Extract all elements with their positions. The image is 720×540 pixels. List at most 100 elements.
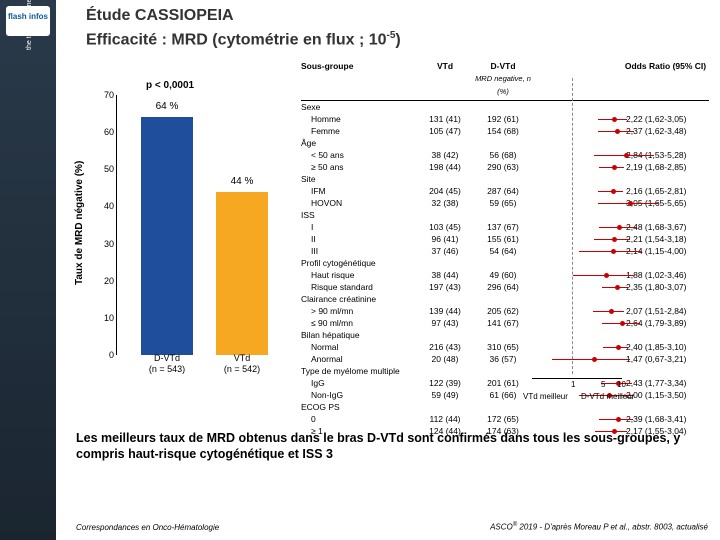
row-dvtd: 155 (61)	[474, 233, 532, 245]
conclusion: Les meilleurs taux de MRD obtenus dans l…	[76, 430, 706, 462]
table-row: ≤ 90 ml/mn97 (43)141 (67)2,64 (1,79-3,89…	[301, 317, 709, 329]
table-row: ISS	[301, 209, 709, 221]
or-marker	[612, 237, 617, 242]
bar: 64 %	[141, 117, 193, 355]
main: Étude CASSIOPEIA Efficacité : MRD (cytom…	[56, 0, 720, 540]
title-line2b: )	[395, 31, 400, 48]
table-row: ≥ 50 ans198 (44)290 (63)2,19 (1,68-2,85)	[301, 161, 709, 173]
row-vtd: 38 (42)	[416, 149, 474, 161]
title-line1: Étude CASSIOPEIA	[86, 7, 234, 24]
row-forest	[532, 269, 622, 281]
p-value: p < 0,0001	[146, 80, 194, 91]
row-vtd: 20 (48)	[416, 353, 474, 365]
row-forest	[532, 221, 622, 233]
forest-null-line	[572, 78, 573, 374]
row-label: Haut risque	[301, 269, 416, 281]
row-or: 2,37 (1,62-3,48)	[622, 125, 709, 137]
row-label: HOVON	[301, 197, 416, 209]
or-marker	[592, 357, 597, 362]
or-marker	[616, 345, 621, 350]
table-row: Femme105 (47)154 (68)2,37 (1,62-3,48)	[301, 125, 709, 137]
row-label: ≥ 50 ans	[301, 161, 416, 173]
th-or: Odds Ratio (95% CI)	[622, 60, 709, 98]
row-forest	[532, 341, 622, 353]
th-vtd: VTd	[416, 60, 474, 98]
row-label: Homme	[301, 113, 416, 125]
row-or: 2,35 (1,80-3,07)	[622, 281, 709, 293]
table-row: < 50 ans38 (42)56 (68)2,84 (1,53-5,28)	[301, 149, 709, 161]
row-forest	[532, 113, 622, 125]
row-forest	[532, 149, 622, 161]
row-vtd: 216 (43)	[416, 341, 474, 353]
table-row: Âge	[301, 137, 709, 149]
or-marker	[612, 165, 617, 170]
row-category: Site	[301, 173, 416, 185]
or-marker	[611, 249, 616, 254]
table-row: > 90 ml/mn139 (44)205 (62)2,07 (1,51-2,8…	[301, 305, 709, 317]
title-line2: Efficacité : MRD (cytométrie en flux ; 1…	[86, 31, 387, 48]
row-forest	[532, 185, 622, 197]
y-tick: 10	[86, 313, 114, 323]
row-or: 1,47 (0,67-3,21)	[622, 353, 709, 365]
or-marker	[611, 189, 616, 194]
or-marker	[604, 273, 609, 278]
row-category: ISS	[301, 209, 416, 221]
row-label: ≤ 90 ml/mn	[301, 317, 416, 329]
row-dvtd: 205 (62)	[474, 305, 532, 317]
sidebar: flash infos the top 10 · American Societ…	[0, 0, 56, 540]
row-or: 2,16 (1,65-2,81)	[622, 185, 709, 197]
y-tick: 0	[86, 350, 114, 360]
table-header: Sous-groupe VTd D-VTdMRD negative, n (%)…	[301, 60, 709, 101]
table-row: Risque standard197 (43)296 (64)2,35 (1,8…	[301, 281, 709, 293]
row-forest	[532, 197, 622, 209]
row-label: Femme	[301, 125, 416, 137]
table-row: Bilan hépatique	[301, 329, 709, 341]
row-dvtd: 287 (64)	[474, 185, 532, 197]
row-or: 2,07 (1,51-2,84)	[622, 305, 709, 317]
row-label: IFM	[301, 185, 416, 197]
row-or: 2,40 (1,85-3,10)	[622, 341, 709, 353]
table-row: HOVON32 (38)59 (65)3,05 (1,65-5,65)	[301, 197, 709, 209]
row-forest	[532, 233, 622, 245]
or-marker	[620, 321, 625, 326]
footer-left: Correspondances en Onco-Hématologie	[76, 523, 219, 532]
or-marker	[612, 117, 617, 122]
y-tick: 40	[86, 201, 114, 211]
table-row: Homme131 (41)192 (61)2,22 (1,62-3,05)	[301, 113, 709, 125]
table-row: Sexe	[301, 101, 709, 113]
row-category: Sexe	[301, 101, 416, 113]
table-row: III37 (46)54 (64)2,14 (1,15-4,00)	[301, 245, 709, 257]
y-tick: 60	[86, 127, 114, 137]
ci-line	[552, 359, 630, 360]
row-category: Clairance créatinine	[301, 293, 416, 305]
row-vtd: 37 (46)	[416, 245, 474, 257]
sidebar-tagline: the top 10 · American Society of Clinica…	[26, 0, 33, 50]
y-tick: 70	[86, 90, 114, 100]
or-marker	[628, 201, 633, 206]
row-vtd: 97 (43)	[416, 317, 474, 329]
row-dvtd: 296 (64)	[474, 281, 532, 293]
row-dvtd: 54 (64)	[474, 245, 532, 257]
row-dvtd: 141 (67)	[474, 317, 532, 329]
row-dvtd: 36 (57)	[474, 353, 532, 365]
row-vtd: 198 (44)	[416, 161, 474, 173]
row-dvtd: 154 (68)	[474, 125, 532, 137]
table-row: Type de myélome multiple	[301, 365, 709, 377]
bar-chart: Taux de MRD négative (%) 010203040506070…	[86, 95, 286, 395]
bar: 44 %	[216, 192, 268, 355]
row-vtd: 131 (41)	[416, 113, 474, 125]
table-row: Haut risque38 (44)49 (60)1,88 (1,02-3,46…	[301, 269, 709, 281]
row-forest	[532, 305, 622, 317]
y-axis-label: Taux de MRD négative (%)	[74, 161, 85, 285]
row-vtd: 38 (44)	[416, 269, 474, 281]
row-label: I	[301, 221, 416, 233]
row-vtd: 103 (45)	[416, 221, 474, 233]
row-vtd: 96 (41)	[416, 233, 474, 245]
row-vtd: 32 (38)	[416, 197, 474, 209]
row-vtd: 139 (44)	[416, 305, 474, 317]
y-tick: 50	[86, 164, 114, 174]
or-marker	[615, 129, 620, 134]
page-title: Étude CASSIOPEIA Efficacité : MRD (cytom…	[86, 6, 401, 50]
row-or: 2,21 (1,54-3,18)	[622, 233, 709, 245]
table-row: II96 (41)155 (61)2,21 (1,54-3,18)	[301, 233, 709, 245]
